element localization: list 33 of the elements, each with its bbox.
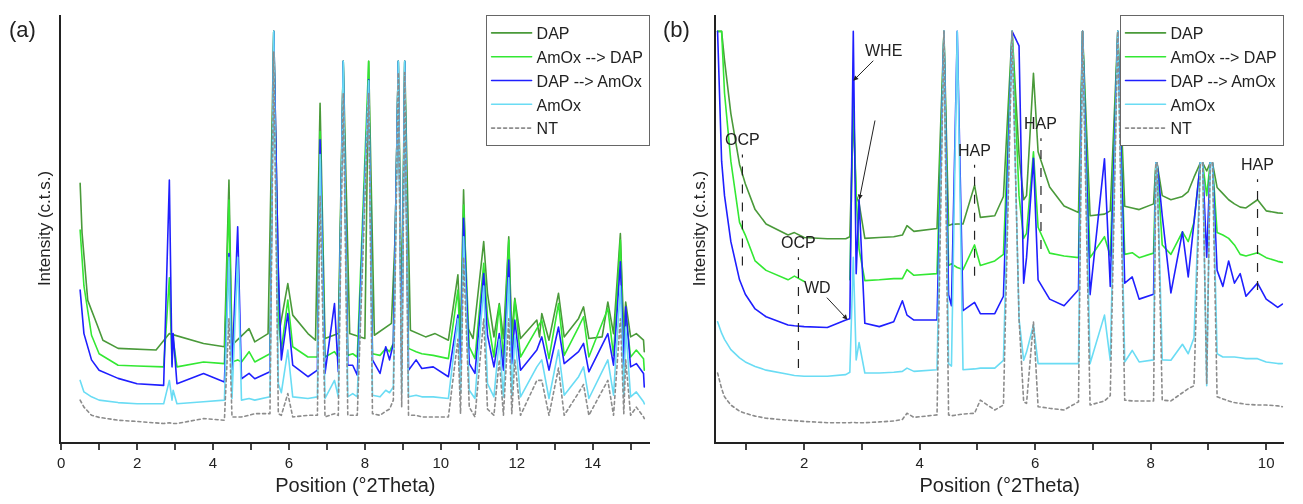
x-tick-label: 0	[56, 454, 66, 471]
y-axis-title: Intensity (c.t.s.)	[689, 170, 709, 287]
x-tick-label: 6	[284, 454, 294, 471]
x-tick-label: 8	[360, 454, 370, 471]
x-tick-label: 12	[508, 454, 526, 471]
x-tick-label: 4	[915, 454, 924, 471]
x-tick-label: 14	[584, 454, 601, 471]
y-axis-title: Intensity (c.t.s.)	[35, 170, 55, 287]
annotation: OCP	[781, 234, 816, 251]
x-tick-label: 2	[800, 454, 809, 471]
chart-title: (a)	[9, 17, 36, 42]
x-tick-label: 4	[208, 454, 218, 471]
x-tick-label: 10	[1257, 454, 1275, 471]
x-tick-label: 6	[1031, 454, 1040, 471]
annotation: WHE	[865, 42, 903, 59]
x-tick-label: 2	[132, 454, 142, 471]
annotation: WD	[804, 279, 831, 296]
x-axis-title: Position (°2Theta)	[919, 474, 1080, 496]
legend-label: DAP --> AmOx	[536, 72, 642, 90]
legend-label: DAP	[536, 25, 570, 43]
annotation: HAP	[1241, 156, 1274, 173]
legend-label: AmOx --> DAP	[1170, 48, 1277, 66]
legend-label: AmOx	[536, 96, 582, 114]
legend-label: AmOx	[1170, 96, 1215, 114]
legend-label: NT	[1170, 120, 1193, 138]
legend-label: AmOx --> DAP	[536, 48, 643, 66]
chart-title: (b)	[663, 17, 690, 42]
x-tick-label: 8	[1146, 454, 1155, 471]
legend-label: DAP	[1170, 25, 1204, 43]
legend-label: DAP --> AmOx	[1170, 72, 1276, 90]
legend-label: NT	[536, 120, 559, 138]
x-tick-label: 10	[432, 454, 450, 471]
x-axis-title: Position (°2Theta)	[275, 474, 436, 496]
